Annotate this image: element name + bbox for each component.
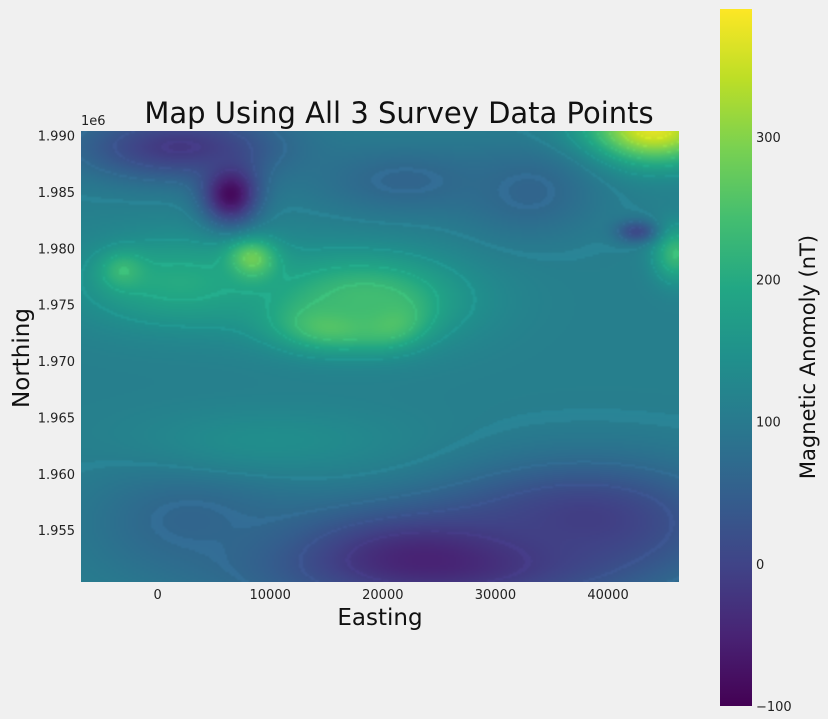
colorbar-tick-label: 300 bbox=[756, 131, 781, 146]
x-axis-ticks: 0 10000 20000 30000 40000 bbox=[153, 588, 628, 603]
colorbar-title: Magnetic Anomoly (nT) bbox=[796, 235, 820, 479]
y-tick-label: 1.965 bbox=[38, 411, 75, 426]
y-tick-label: 1.970 bbox=[38, 355, 75, 370]
x-tick-label: 30000 bbox=[475, 588, 516, 603]
plot-area bbox=[81, 131, 679, 582]
y-axis-ticks: 1.955 1.960 1.965 1.970 1.975 1.980 1.985 1.990 bbox=[38, 130, 75, 540]
y-axis-title: Northing bbox=[9, 308, 35, 408]
x-tick-label: 40000 bbox=[587, 588, 628, 603]
heatmap-image bbox=[81, 131, 679, 582]
y-tick-label: 1.955 bbox=[38, 524, 75, 539]
chart-title: Map Using All 3 Survey Data Points bbox=[144, 96, 653, 130]
y-tick-label: 1.990 bbox=[38, 130, 75, 145]
y-tick-label: 1.985 bbox=[38, 186, 75, 201]
y-axis-offset-label: 1e6 bbox=[81, 114, 106, 129]
colorbar: −100 0 100 200 300 Magnetic Anomoly (nT) bbox=[720, 9, 820, 715]
colorbar-tick-label: 200 bbox=[756, 273, 781, 288]
colorbar-gradient bbox=[720, 9, 752, 706]
colorbar-ticks: −100 0 100 200 300 bbox=[756, 131, 792, 715]
colorbar-tick-label: 100 bbox=[756, 416, 781, 431]
y-tick-label: 1.975 bbox=[38, 299, 75, 314]
y-tick-label: 1.960 bbox=[38, 468, 75, 483]
x-tick-label: 0 bbox=[153, 588, 161, 603]
colorbar-tick-label: 0 bbox=[756, 558, 764, 573]
x-tick-label: 10000 bbox=[250, 588, 291, 603]
x-tick-label: 20000 bbox=[362, 588, 403, 603]
x-axis-title: Easting bbox=[337, 605, 422, 631]
colorbar-tick-label: −100 bbox=[756, 700, 792, 715]
y-tick-label: 1.980 bbox=[38, 242, 75, 257]
